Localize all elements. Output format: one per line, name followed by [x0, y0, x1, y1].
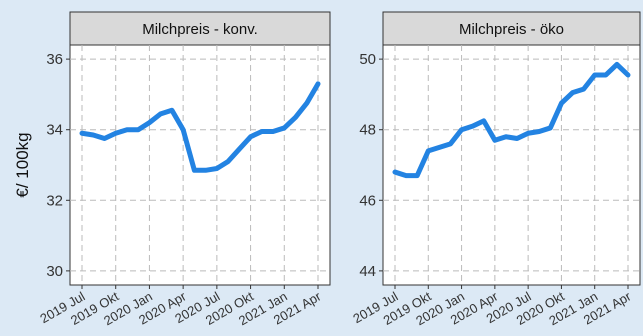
y-tick-label: 30 [46, 263, 63, 280]
panel-title: Milchpreis - öko [459, 21, 564, 38]
plot-area [382, 44, 641, 286]
y-tick-label: 36 [46, 51, 63, 68]
line [79, 81, 321, 173]
y-axis-label: €/ 100kg [13, 132, 32, 197]
line [392, 61, 631, 179]
y-tick-label: 48 [359, 122, 376, 139]
plot-area [69, 44, 331, 286]
y-tick-label: 32 [46, 192, 63, 209]
y-tick-label: 44 [359, 263, 376, 280]
strip [69, 11, 331, 46]
y-tick-label: 46 [359, 192, 376, 209]
y-tick-label: 34 [46, 122, 63, 139]
panel-title: Milchpreis - konv. [142, 21, 258, 38]
y-tick-label: 50 [359, 51, 376, 68]
